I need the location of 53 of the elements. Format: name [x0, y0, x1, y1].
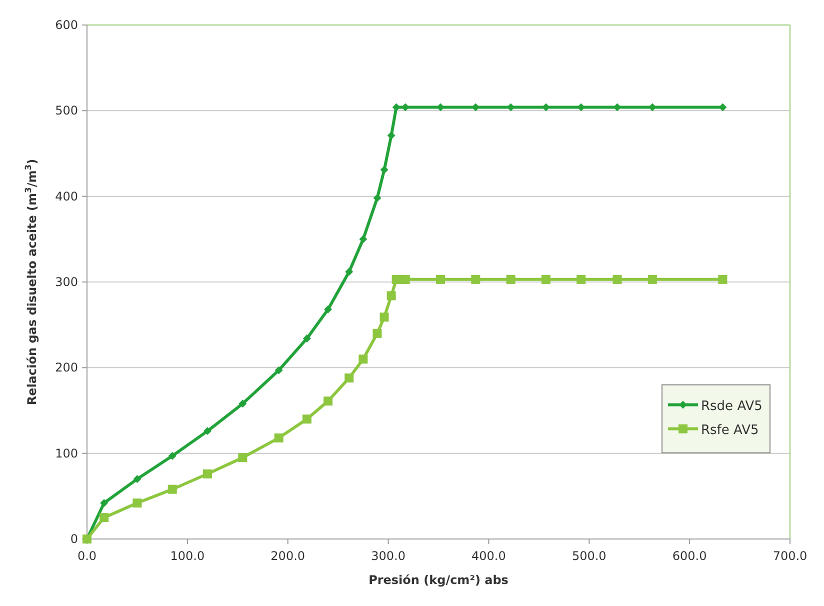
point [168, 484, 177, 494]
point [541, 274, 550, 284]
x-axis-title: Presión (kg/cm²) abs [368, 573, 508, 587]
point [380, 312, 389, 322]
x-tick-label: 0.0 [77, 549, 97, 563]
point [648, 274, 657, 284]
y-tick-label: 600 [55, 18, 78, 32]
x-tick-label: 700.0 [772, 549, 808, 563]
point [400, 274, 410, 284]
point [373, 194, 382, 202]
point [100, 513, 109, 522]
x-tick-label: 200.0 [270, 549, 306, 563]
point [612, 274, 622, 284]
point [344, 373, 354, 382]
point [506, 274, 516, 284]
point [204, 427, 212, 436]
point [372, 328, 382, 338]
point [345, 268, 354, 276]
point [238, 453, 248, 462]
x-tick-label: 300.0 [371, 549, 406, 563]
y-tick-label: 200 [55, 360, 78, 375]
point [380, 166, 388, 174]
point [274, 433, 284, 442]
x-tick-label: 600.0 [672, 549, 707, 563]
point [100, 499, 108, 508]
x-tick-label: 100.0 [170, 549, 205, 563]
point [471, 274, 480, 284]
point [168, 452, 176, 460]
y-tick-label: 100 [55, 446, 78, 460]
point [132, 498, 142, 508]
point [324, 305, 332, 314]
point [238, 400, 247, 408]
point [718, 274, 728, 284]
point [302, 414, 312, 424]
x-tick-label: 500.0 [572, 549, 606, 563]
point [274, 366, 283, 374]
point [359, 235, 368, 244]
y-tick-label: 500 [55, 104, 78, 118]
point [324, 396, 333, 406]
point [387, 132, 396, 140]
legend-label: Rsde AV5 [701, 398, 762, 414]
point [203, 469, 212, 478]
point [358, 354, 368, 364]
y-tick-label: 400 [55, 189, 78, 204]
point [436, 274, 446, 284]
point [133, 475, 142, 484]
y-tick-label: 0 [70, 532, 78, 546]
legend-label: Rsfe AV5 [701, 422, 759, 438]
point [302, 334, 311, 343]
point [386, 291, 396, 300]
y-tick-label: 300 [55, 275, 78, 289]
x-tick-label: 400.0 [472, 549, 506, 563]
point [576, 274, 586, 284]
